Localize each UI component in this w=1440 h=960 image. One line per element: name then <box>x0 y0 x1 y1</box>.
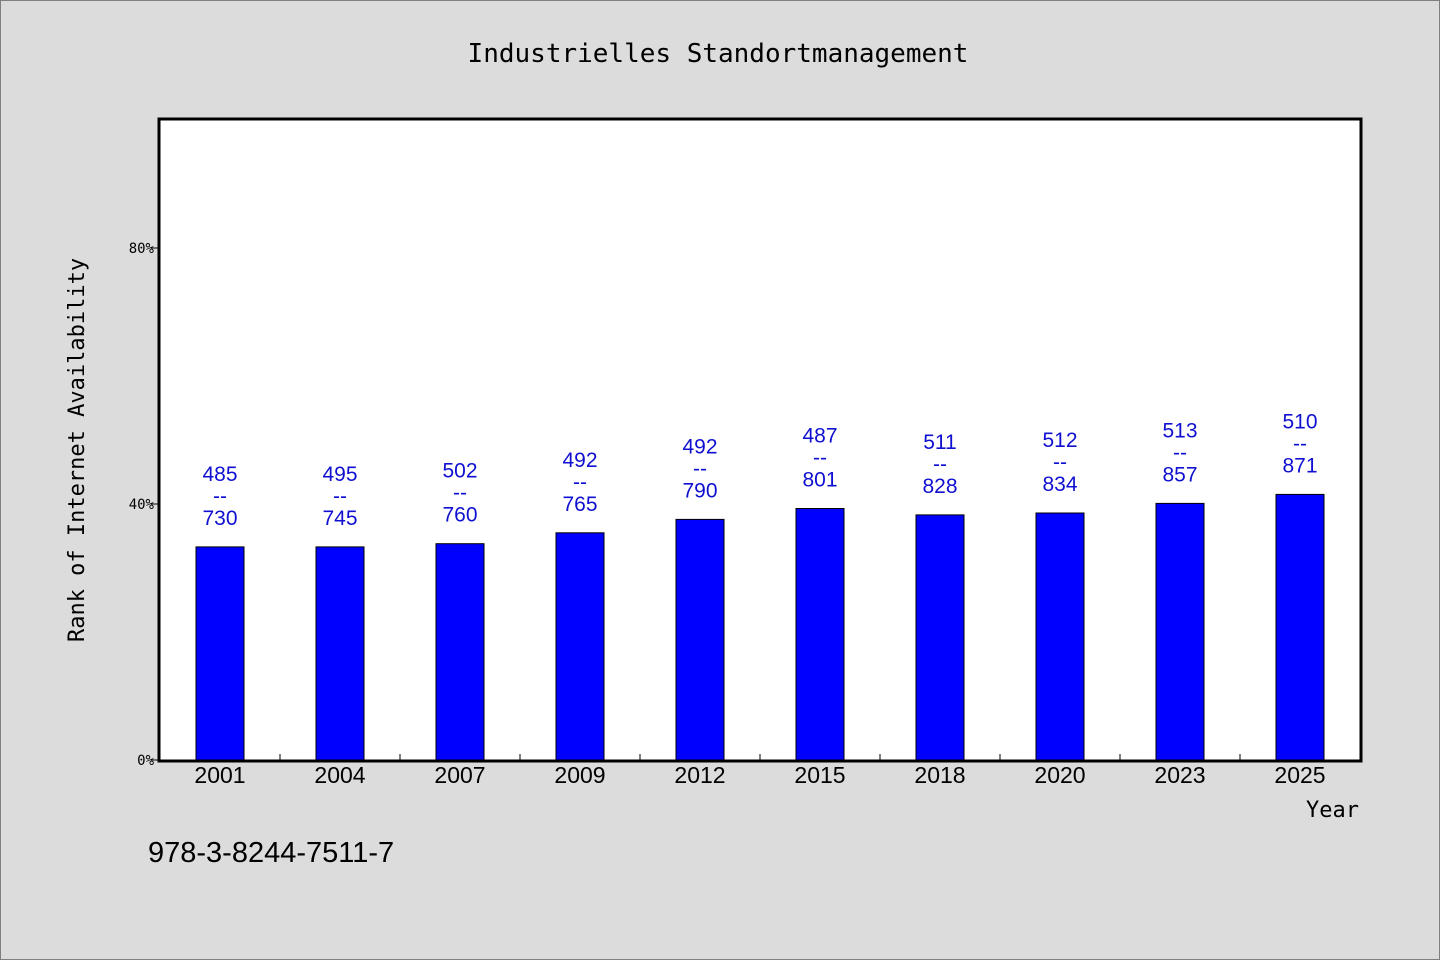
bar-label-separator: -- <box>1053 451 1067 474</box>
x-tick-label: 2020 <box>1034 762 1085 788</box>
isbn-footnote: 978-3-8244-7511-7 <box>148 837 394 869</box>
bar-label-top: 485 <box>202 463 237 486</box>
bar <box>675 518 725 761</box>
x-tick-label: 2001 <box>194 762 245 788</box>
bar-label-top: 492 <box>682 435 717 458</box>
x-axis: 2001 2004 2007 2009 2012 2015 2018 2020 2023 2025 <box>194 754 1326 788</box>
x-tick-label: 2009 <box>554 762 605 788</box>
bar-label-separator: -- <box>333 485 347 508</box>
y-axis: 0% 40% 80% <box>129 241 160 769</box>
bar-label-top: 513 <box>1162 419 1197 442</box>
bar-label-separator: -- <box>213 485 227 508</box>
bar-label-separator: -- <box>1173 441 1187 464</box>
bar-label-bottom: 834 <box>1042 473 1077 496</box>
bar <box>1275 493 1325 761</box>
bar-label-top: 511 <box>923 431 956 454</box>
bar-label-top: 492 <box>562 449 597 472</box>
bar <box>315 546 365 761</box>
bar-label-separator: -- <box>453 482 467 505</box>
bar <box>195 546 245 761</box>
x-tick-label: 2025 <box>1274 762 1325 788</box>
x-tick-label: 2023 <box>1154 762 1205 788</box>
y-tick-label: 80% <box>129 241 155 257</box>
bars-layer <box>195 493 1325 761</box>
bar-label-top: 512 <box>1042 429 1077 452</box>
bar-label-separator: -- <box>693 457 707 480</box>
bar-label-bottom: 801 <box>802 469 837 492</box>
bar <box>1155 502 1205 761</box>
bar-label-bottom: 760 <box>442 504 477 527</box>
bar-label-bottom: 857 <box>1162 463 1197 486</box>
bar-labels-layer: 485--730495--745502--760492--765492--790… <box>202 410 1317 530</box>
x-tick-label: 2018 <box>914 762 965 788</box>
bar-label-separator: -- <box>933 453 947 476</box>
bar-label-bottom: 765 <box>562 493 597 516</box>
bar-label-separator: -- <box>573 471 587 494</box>
bar <box>915 514 965 761</box>
bar-label-separator: -- <box>1293 432 1307 455</box>
bar-label-bottom: 745 <box>322 507 357 530</box>
bar <box>795 508 845 761</box>
bar-label-top: 487 <box>802 425 837 448</box>
bar-label-bottom: 730 <box>202 507 237 530</box>
bar-label-top: 502 <box>442 460 477 483</box>
bar-label-separator: -- <box>813 447 827 470</box>
bar-label-bottom: 871 <box>1282 454 1317 477</box>
bar <box>435 543 485 761</box>
bar-label-top: 495 <box>322 463 357 486</box>
x-tick-label: 2015 <box>794 762 845 788</box>
bar-label-bottom: 790 <box>682 479 717 502</box>
y-tick-label: 0% <box>137 753 154 769</box>
x-tick-label: 2007 <box>434 762 485 788</box>
x-axis-title: Year <box>1306 798 1359 823</box>
bar-label-top: 510 <box>1282 410 1317 433</box>
x-tick-label: 2012 <box>674 762 725 788</box>
bar <box>1035 512 1085 761</box>
y-axis-title: Rank of Internet Availability <box>65 258 90 642</box>
y-tick-label: 40% <box>129 497 155 513</box>
bar-label-bottom: 828 <box>922 475 957 498</box>
chart-title: Industrielles Standortmanagement <box>468 39 969 69</box>
x-tick-label: 2004 <box>314 762 365 788</box>
bar <box>555 532 605 761</box>
